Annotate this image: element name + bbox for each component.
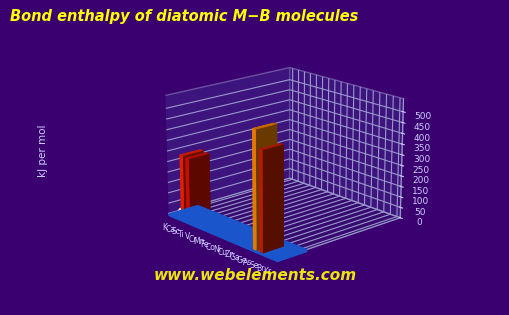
Text: Bond enthalpy of diatomic M−B molecules: Bond enthalpy of diatomic M−B molecules <box>10 9 358 25</box>
Text: www.webelements.com: www.webelements.com <box>153 268 356 284</box>
Text: kJ per mol: kJ per mol <box>38 125 48 177</box>
